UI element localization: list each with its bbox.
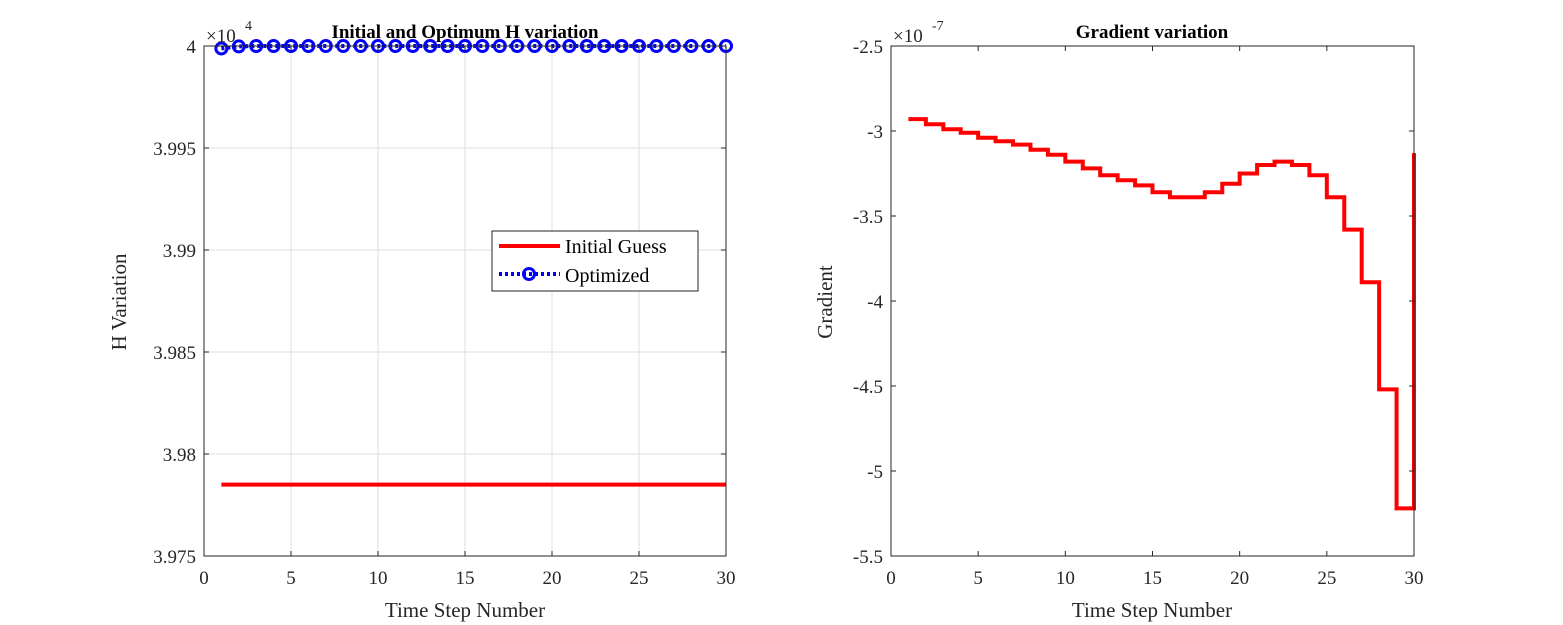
series-line-gradient bbox=[908, 117, 1416, 511]
x-axis-ticks: 0 5 10 15 20 25 30 bbox=[199, 46, 736, 589]
y-exponent-power: -7 bbox=[932, 19, 944, 34]
x-tick-label: 0 bbox=[886, 568, 896, 589]
x-tick-label: 25 bbox=[1317, 568, 1336, 589]
chart-title: Initial and Optimum H variation bbox=[331, 22, 599, 43]
y-tick-label: -5 bbox=[867, 462, 883, 483]
legend-box bbox=[491, 230, 699, 292]
x-tick-label: 15 bbox=[1143, 568, 1162, 589]
y-tick-label: -2.5 bbox=[853, 37, 883, 58]
y-exponent: ×10 4 bbox=[206, 19, 252, 47]
y-tick-label: -4.5 bbox=[853, 377, 883, 398]
x-axis-label: Time Step Number bbox=[1072, 598, 1232, 622]
y-tick-label: 4 bbox=[187, 37, 197, 58]
x-tick-label: 30 bbox=[717, 568, 736, 589]
x-axis-label: Time Step Number bbox=[385, 598, 545, 622]
y-exponent-base: ×10 bbox=[206, 26, 236, 47]
x-tick-label: 30 bbox=[1405, 568, 1424, 589]
x-tick-label: 5 bbox=[286, 568, 296, 589]
y-exponent-base: ×10 bbox=[893, 26, 923, 47]
series-layer bbox=[908, 117, 1416, 511]
gradient-variation-chart: 0 5 10 15 20 25 30 -5.5 -5 -4.5 -4 -3.5 -3 -2.5 Grad… bbox=[813, 19, 1424, 622]
y-tick-label: 3.975 bbox=[153, 547, 196, 568]
y-axis-label: H Variation bbox=[107, 253, 131, 351]
h-variation-chart: 0 5 10 15 20 25 30 3.975 3.98 3.985 3.99 3.995 4 In… bbox=[107, 19, 736, 622]
legend: Initial Guess Optimized bbox=[491, 230, 699, 292]
x-tick-label: 10 bbox=[1056, 568, 1075, 589]
y-exponent: ×10 -7 bbox=[893, 19, 944, 47]
y-tick-label: 3.995 bbox=[153, 139, 196, 160]
grid bbox=[204, 46, 726, 556]
x-tick-label: 15 bbox=[456, 568, 475, 589]
x-tick-label: 20 bbox=[543, 568, 562, 589]
y-exponent-power: 4 bbox=[245, 19, 252, 34]
x-tick-label: 5 bbox=[973, 568, 983, 589]
legend-label-optimized: Optimized bbox=[565, 265, 649, 287]
y-axis-ticks: -5.5 -5 -4.5 -4 -3.5 -3 -2.5 bbox=[853, 37, 1414, 568]
x-tick-label: 10 bbox=[369, 568, 388, 589]
legend-label-initial-guess: Initial Guess bbox=[565, 236, 667, 258]
y-tick-label: 3.985 bbox=[153, 343, 196, 364]
chart-title: Gradient variation bbox=[1076, 22, 1229, 43]
x-tick-label: 0 bbox=[199, 568, 209, 589]
y-tick-label: 3.99 bbox=[163, 241, 196, 262]
y-tick-label: 3.98 bbox=[163, 445, 196, 466]
x-tick-label: 20 bbox=[1230, 568, 1249, 589]
y-axis-label: Gradient bbox=[813, 265, 837, 339]
y-tick-label: -5.5 bbox=[853, 547, 883, 568]
x-axis-ticks: 0 5 10 15 20 25 30 bbox=[886, 46, 1424, 589]
y-tick-label: -3 bbox=[867, 122, 883, 143]
data-point-optimized bbox=[214, 41, 229, 56]
y-tick-label: -4 bbox=[867, 292, 883, 313]
y-axis-ticks: 3.975 3.98 3.985 3.99 3.995 4 bbox=[153, 37, 726, 568]
plot-frame bbox=[890, 45, 1415, 557]
y-tick-label: -3.5 bbox=[853, 207, 883, 228]
legend-marker-optimized bbox=[522, 267, 536, 281]
x-tick-label: 25 bbox=[630, 568, 649, 589]
